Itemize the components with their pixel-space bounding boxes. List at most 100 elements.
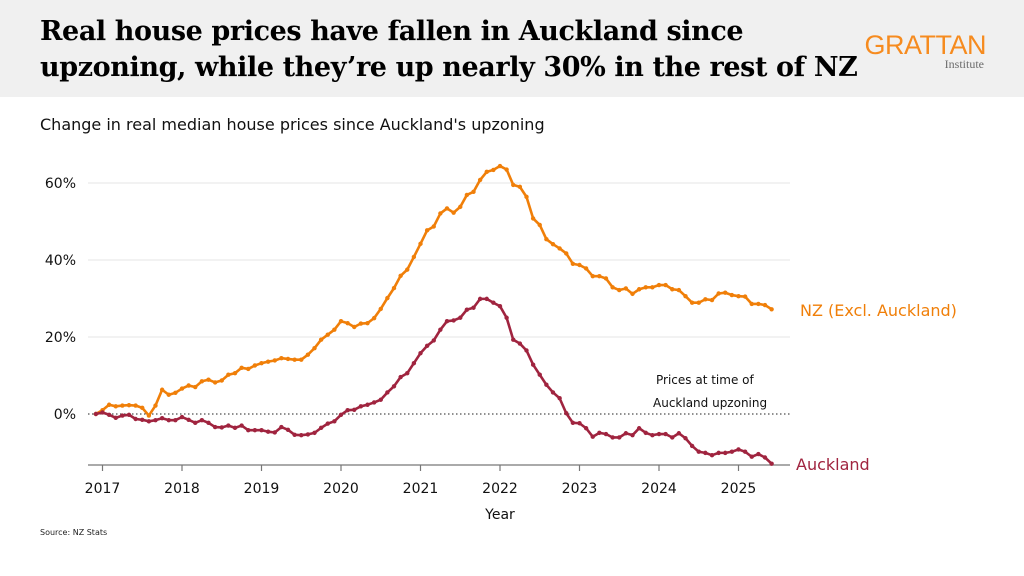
data-point [683, 436, 688, 441]
data-point [703, 450, 708, 456]
data-point [438, 211, 443, 216]
x-tick-label: 2023 [562, 481, 598, 497]
data-point [577, 421, 582, 426]
data-point [689, 443, 695, 449]
data-point [683, 293, 688, 299]
data-point [365, 402, 370, 407]
data-point [670, 435, 675, 440]
data-point [325, 332, 330, 337]
data-point [663, 282, 668, 288]
data-point [603, 276, 609, 281]
data-point [458, 204, 463, 210]
data-point [497, 163, 503, 169]
data-point [232, 425, 238, 431]
grattan-logo: GRATTAN Institute [862, 30, 987, 71]
data-point [232, 370, 238, 376]
x-axis-ticks: 2017 2018 2019 2020 2021 2022 2023 2024 2025 [85, 465, 756, 497]
data-point [193, 420, 198, 426]
data-point [471, 305, 476, 310]
data-point [391, 285, 397, 291]
data-point [398, 374, 403, 380]
data-point [650, 432, 655, 438]
data-point [285, 427, 291, 432]
data-point [106, 412, 112, 417]
y-tick-label: 60% [45, 176, 76, 192]
data-point [272, 358, 277, 363]
data-point [749, 454, 754, 459]
data-point [630, 432, 635, 438]
data-point [338, 319, 344, 324]
data-point [140, 405, 145, 411]
data-point [544, 237, 549, 242]
data-point [511, 182, 516, 188]
data-point [564, 411, 569, 416]
data-point [670, 287, 675, 292]
data-point [352, 407, 357, 412]
data-point [656, 282, 662, 288]
data-point [464, 307, 470, 312]
data-point [246, 427, 251, 433]
data-point [550, 390, 556, 395]
data-point [173, 417, 178, 423]
data-point [477, 177, 483, 183]
x-tick-label: 2022 [482, 481, 518, 497]
data-point [444, 206, 450, 211]
data-point [378, 397, 383, 402]
data-point [630, 291, 635, 297]
data-point [338, 412, 344, 417]
data-point [583, 266, 589, 271]
data-point [656, 431, 662, 437]
x-axis-label: Year [484, 507, 515, 523]
data-point [292, 432, 297, 437]
data-point [265, 429, 271, 434]
data-point [206, 377, 211, 382]
data-point [259, 360, 264, 366]
data-point [504, 315, 509, 320]
data-point [537, 372, 542, 377]
y-tick-label: 0% [54, 407, 76, 423]
data-point [239, 365, 244, 370]
logo-wordmark: GRATTAN [864, 30, 987, 60]
data-point [126, 402, 132, 408]
data-point [756, 451, 761, 457]
data-point [544, 382, 549, 387]
data-point [617, 287, 622, 293]
data-point [557, 396, 562, 401]
chart-title: Change in real median house prices since… [40, 115, 545, 134]
data-point [179, 386, 185, 391]
data-point [252, 363, 258, 368]
data-point [113, 415, 118, 421]
data-point [749, 301, 754, 307]
data-point [458, 315, 463, 320]
data-point [742, 294, 748, 299]
data-point [438, 327, 443, 332]
data-point [610, 435, 615, 440]
data-point [358, 404, 364, 409]
data-point [279, 424, 284, 430]
data-point [246, 366, 251, 372]
data-point [312, 345, 317, 351]
x-tick-label: 2018 [164, 481, 200, 497]
data-point [153, 403, 158, 408]
series-group [93, 163, 774, 466]
header-band: Real house prices have fallen in Aucklan… [0, 0, 1024, 97]
data-point [564, 251, 569, 256]
data-point [424, 343, 430, 349]
data-point [736, 293, 741, 299]
data-point [517, 341, 523, 346]
data-point [405, 267, 410, 272]
data-point [166, 392, 171, 397]
data-point [120, 413, 125, 418]
data-point [219, 425, 224, 430]
data-point [365, 320, 370, 326]
data-point [212, 424, 218, 430]
data-point [199, 417, 205, 423]
data-point [193, 384, 198, 390]
data-point [186, 383, 191, 388]
data-point [597, 273, 602, 279]
data-point [723, 450, 728, 456]
data-point [577, 262, 582, 268]
data-point [471, 189, 476, 195]
x-tick-label: 2020 [323, 481, 359, 497]
x-tick-label: 2017 [85, 481, 121, 497]
